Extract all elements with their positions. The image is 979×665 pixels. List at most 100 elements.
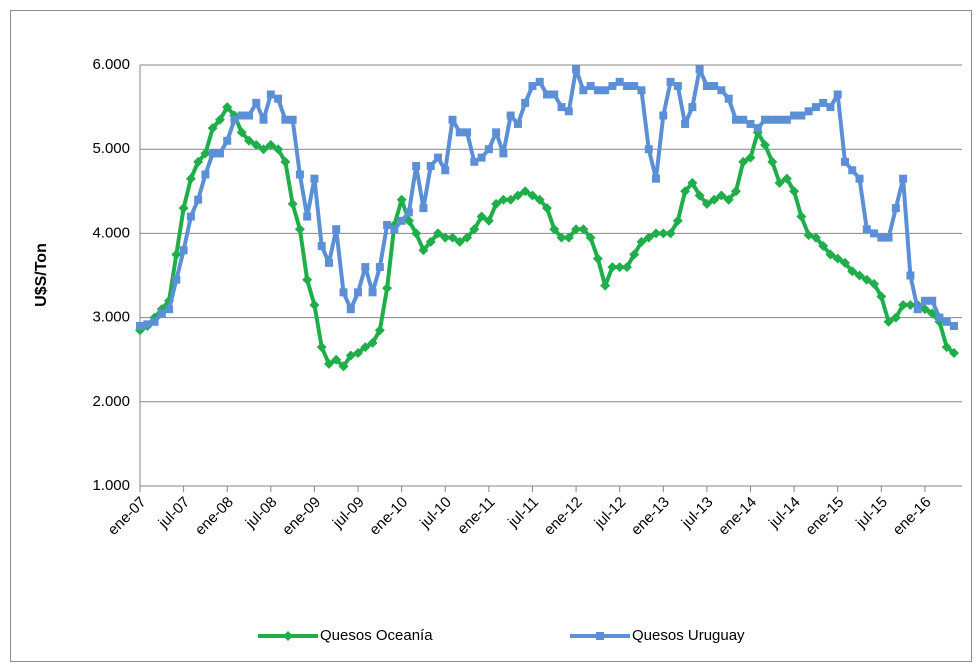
data-point [906, 271, 915, 280]
data-point [317, 242, 326, 251]
data-point [586, 82, 595, 91]
data-point [767, 156, 778, 167]
data-point [716, 190, 727, 201]
data-point [201, 170, 210, 179]
data-point [848, 166, 857, 175]
data-point [470, 157, 479, 166]
data-point [928, 296, 937, 305]
data-point [890, 312, 901, 323]
data-point [621, 262, 632, 273]
data-point [905, 299, 916, 310]
data-point [208, 149, 217, 158]
data-point [375, 263, 384, 272]
y-tick-label: 1.000 [92, 477, 130, 494]
data-point [730, 186, 741, 197]
data-point [258, 144, 269, 155]
data-point [498, 194, 509, 205]
y-tick-label: 2.000 [92, 393, 130, 410]
data-point [687, 177, 698, 188]
data-point [150, 317, 159, 326]
data-point [165, 305, 174, 314]
data-point [652, 174, 661, 183]
data-point [302, 274, 313, 285]
data-point [512, 190, 523, 201]
data-point [236, 127, 247, 138]
data-point [353, 347, 364, 358]
data-point [193, 156, 204, 167]
data-point [949, 347, 959, 358]
data-point [898, 299, 909, 310]
data-point [607, 262, 618, 273]
legend-marker [596, 632, 604, 640]
data-point [855, 174, 864, 183]
data-point [280, 156, 291, 167]
data-point [630, 82, 639, 91]
data-point [680, 186, 691, 197]
data-point [710, 82, 719, 91]
data-point [935, 313, 944, 322]
legend-label: Quesos Uruguay [632, 627, 745, 644]
data-point [550, 90, 559, 99]
data-point [338, 361, 349, 372]
legend-marker [283, 631, 293, 641]
data-point [309, 299, 320, 310]
data-point [382, 283, 393, 294]
data-point [266, 90, 275, 99]
data-point [614, 262, 625, 273]
data-point [942, 317, 951, 326]
data-point [273, 144, 284, 155]
data-point [214, 114, 225, 125]
data-point [723, 194, 734, 205]
chart-border [10, 10, 972, 662]
data-point [418, 245, 429, 256]
data-point [426, 162, 435, 171]
data-point [223, 136, 232, 145]
data-point [374, 325, 385, 336]
data-point [506, 111, 515, 120]
data-point [171, 249, 182, 260]
data-point [281, 115, 290, 124]
data-point [288, 115, 297, 124]
data-point [520, 186, 531, 197]
data-point [251, 139, 262, 150]
data-point [695, 65, 704, 74]
data-point [534, 194, 545, 205]
data-point [572, 65, 581, 74]
data-point [339, 288, 348, 297]
data-point [492, 128, 501, 137]
data-point [811, 103, 820, 112]
legend-label: Quesos Oceanía [320, 627, 433, 644]
data-point [694, 190, 705, 201]
data-point [491, 198, 502, 209]
data-point [563, 232, 574, 243]
data-point [593, 86, 602, 95]
data-point [673, 82, 682, 91]
data-point [717, 86, 726, 95]
data-point [877, 233, 886, 242]
data-point [499, 149, 508, 158]
data-point [658, 228, 669, 239]
data-point [608, 82, 617, 91]
data-point [222, 102, 233, 113]
data-point [941, 342, 952, 353]
data-point [368, 288, 377, 297]
data-point [709, 194, 720, 205]
data-point [237, 111, 246, 120]
data-point [760, 139, 771, 150]
data-point [447, 232, 458, 243]
data-point [891, 204, 900, 213]
data-point [810, 232, 821, 243]
data-point [862, 225, 871, 234]
data-point [411, 228, 422, 239]
data-point [643, 232, 654, 243]
data-point [701, 198, 712, 209]
data-point [433, 153, 442, 162]
data-point [556, 232, 567, 243]
data-point [622, 82, 631, 91]
y-tick-label: 4.000 [92, 224, 130, 241]
data-point [179, 246, 188, 255]
data-point [143, 320, 152, 329]
data-point [383, 220, 392, 229]
data-point [316, 342, 327, 353]
